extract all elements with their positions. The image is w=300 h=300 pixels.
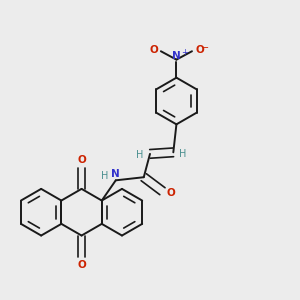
Text: H: H xyxy=(179,149,186,159)
Text: O: O xyxy=(77,155,86,165)
Text: N: N xyxy=(111,169,120,179)
Text: H: H xyxy=(136,150,144,161)
Text: O: O xyxy=(166,188,175,198)
Text: H: H xyxy=(100,171,108,181)
Text: O: O xyxy=(195,45,204,55)
Text: O: O xyxy=(149,45,158,55)
Text: O: O xyxy=(77,260,86,270)
Text: +: + xyxy=(182,48,188,57)
Text: −: − xyxy=(201,43,209,52)
Text: N: N xyxy=(172,51,181,61)
